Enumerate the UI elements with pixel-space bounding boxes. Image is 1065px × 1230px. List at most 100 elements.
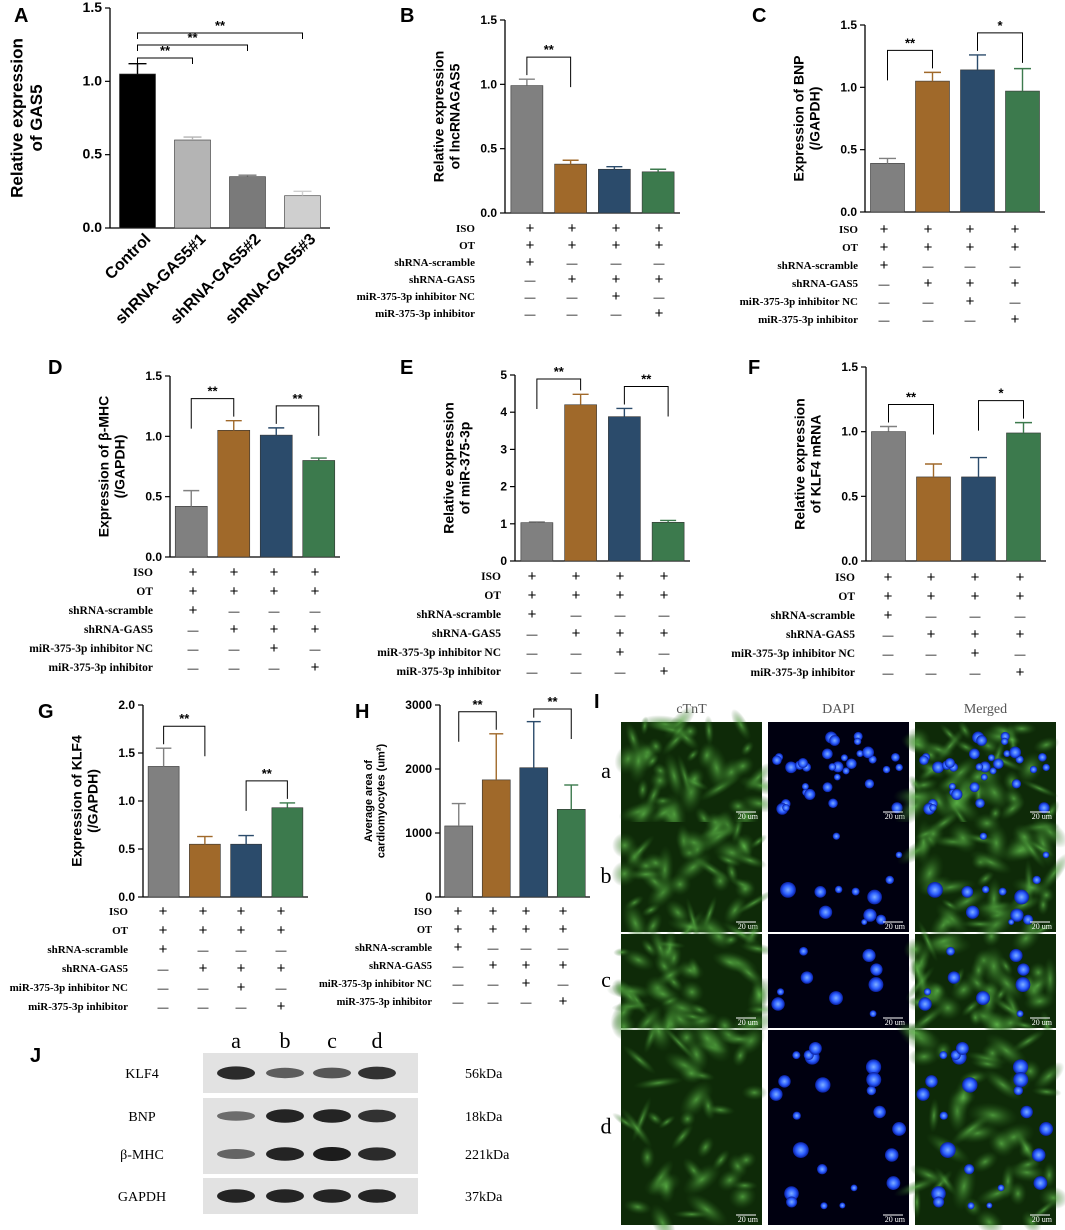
- treatment-symbol: +: [971, 626, 980, 643]
- treatment-row-label: OT: [459, 240, 476, 252]
- nucleus: [939, 1111, 948, 1120]
- treatment-symbol: —: [521, 943, 532, 955]
- y-axis-label-line: Expression of KLF4: [68, 735, 84, 867]
- nucleus: [1042, 851, 1050, 859]
- nucleus: [822, 748, 833, 760]
- y-tick-label: 1.5: [83, 0, 103, 15]
- nucleus: [944, 758, 955, 769]
- treatment-symbol: +: [1011, 275, 1020, 292]
- cell-cytoplasm: [985, 1033, 1028, 1069]
- chart-e: 0 1 2 3 4 5 Relative expressionof miR-375-3p **…: [440, 364, 690, 568]
- bar: [651, 522, 685, 562]
- treatment-symbol: +: [924, 275, 933, 292]
- blot-band: [266, 1147, 304, 1161]
- nucleus: [946, 946, 955, 956]
- nucleus: [925, 1075, 938, 1088]
- blot-size-label: 221kDa: [465, 1148, 510, 1163]
- cell-cytoplasm: [987, 1129, 1015, 1158]
- bar: [915, 80, 950, 213]
- lane-label: b: [280, 1028, 291, 1053]
- cell-cytoplasm: [969, 850, 1013, 875]
- chart-g: 0.0 0.5 1.0 1.5 2.0 Expression of KLF4(/GAPDH…: [68, 698, 308, 904]
- treatment-symbol: +: [568, 220, 577, 237]
- nucleus: [939, 1051, 948, 1060]
- nucleus: [975, 763, 984, 771]
- y-tick-label: 0.5: [840, 143, 857, 157]
- cell-cytoplasm: [667, 917, 714, 937]
- y-tick-label: 1.5: [480, 13, 497, 27]
- treatment-symbol: +: [966, 275, 975, 292]
- significance-label: **: [215, 18, 226, 33]
- treatment-table-h: ISO + + + +OT + + + +shRNA-scramble + — — —shRNA-GAS…: [319, 903, 568, 1010]
- significance-bracket: [536, 378, 582, 409]
- treatment-symbol: —: [926, 611, 937, 623]
- nucleus: [769, 1087, 783, 1101]
- treatment-symbol: +: [655, 220, 664, 237]
- treatment-symbol: —: [654, 258, 665, 270]
- treatment-symbol: —: [1015, 611, 1026, 623]
- treatment-row-label: shRNA-GAS5: [409, 274, 476, 286]
- treatment-symbol: +: [528, 568, 537, 585]
- nucleus: [979, 761, 991, 773]
- significance-bracket: [623, 385, 669, 417]
- nucleus: [869, 1010, 877, 1018]
- treatment-symbol: +: [966, 221, 975, 238]
- treatment-symbol: —: [879, 315, 890, 327]
- cell-cytoplasm: [710, 870, 731, 892]
- nucleus: [808, 1041, 822, 1055]
- panel-label-g: G: [38, 701, 54, 723]
- nucleus: [932, 761, 944, 774]
- cell-cytoplasm: [975, 1209, 1004, 1230]
- cell-cytoplasm: [646, 1111, 664, 1126]
- treatment-symbol: +: [559, 921, 568, 938]
- nucleus: [892, 1122, 907, 1136]
- treatment-row-label: miR-375-3p inhibitor: [397, 666, 501, 678]
- significance-bracket: [888, 403, 934, 435]
- y-axis-label-line: (/GAPDH): [111, 435, 127, 499]
- cell-cytoplasm: [685, 1192, 729, 1227]
- treatment-symbol: —: [879, 279, 890, 291]
- treatment-symbol: +: [311, 583, 320, 600]
- nucleus: [778, 1075, 791, 1088]
- treatment-symbol: +: [522, 975, 531, 992]
- y-tick-label: 0.5: [83, 146, 103, 162]
- treatment-row-label: ISO: [414, 907, 432, 918]
- nucleus: [865, 1059, 882, 1075]
- category-label: Control: [102, 231, 154, 283]
- treatment-row-label: miR-375-3p inhibitor NC: [10, 982, 128, 994]
- treatment-symbol: +: [311, 564, 320, 581]
- cell-cytoplasm: [978, 977, 1000, 1025]
- bar: [1006, 432, 1041, 562]
- treatment-symbol: —: [158, 983, 169, 995]
- scale-bar-label: 20 um: [1032, 922, 1053, 931]
- treatment-symbol: —: [654, 292, 665, 304]
- cell-cytoplasm: [983, 822, 1009, 864]
- treatment-symbol: +: [277, 960, 286, 977]
- treatment-symbol: —: [1010, 297, 1021, 309]
- nucleus: [862, 746, 875, 759]
- treatment-symbol: +: [655, 271, 664, 288]
- micrograph-dapi-d: 20 um: [768, 1030, 909, 1225]
- panel-label-a: A: [14, 5, 28, 27]
- bar: [284, 195, 321, 229]
- nucleus: [987, 754, 995, 762]
- treatment-symbol: —: [558, 943, 569, 955]
- microscopy-column-label: DAPI: [822, 702, 855, 717]
- treatment-symbol: —: [521, 997, 532, 1009]
- cell-cytoplasm: [1011, 924, 1041, 953]
- treatment-row-label: miR-375-3p inhibitor: [751, 667, 855, 679]
- treatment-symbol: —: [879, 297, 890, 309]
- nucleus: [828, 763, 837, 771]
- treatment-row-label: OT: [417, 925, 432, 936]
- nucleus: [1042, 763, 1050, 772]
- treatment-symbol: +: [311, 659, 320, 676]
- cell-cytoplasm: [624, 867, 667, 881]
- treatment-symbol: +: [572, 568, 581, 585]
- nucleus: [1011, 779, 1022, 789]
- nucleus: [864, 779, 875, 789]
- y-axis-label: Relative expressionof miR-375-3p: [440, 402, 472, 534]
- bar: [520, 522, 554, 562]
- treatment-symbol: +: [526, 254, 535, 271]
- treatment-symbol: +: [522, 903, 531, 920]
- y-tick-label: 2000: [405, 762, 432, 776]
